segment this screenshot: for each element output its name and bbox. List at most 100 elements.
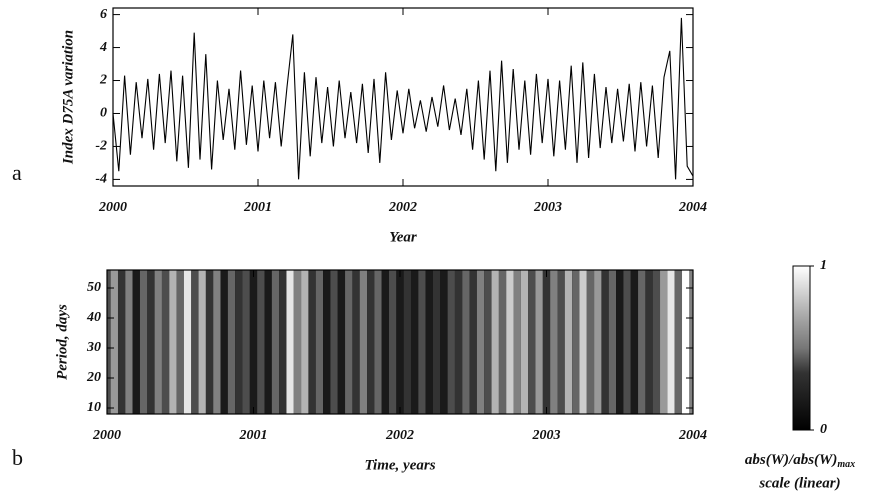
- heatmap-cell: [535, 270, 543, 414]
- y-tick-label: 50: [87, 280, 101, 295]
- heatmap-cell: [264, 270, 272, 414]
- x-tick-label: 2001: [239, 428, 268, 443]
- y-axis-label: Index D75A variation: [60, 30, 76, 165]
- heatmap-cell: [513, 270, 521, 414]
- heatmap-cell: [550, 270, 558, 414]
- y-tick-label: 20: [86, 370, 101, 385]
- heatmap-cell: [491, 270, 499, 414]
- heatmap-cell: [169, 270, 177, 414]
- colorbar-label-main: abs(W)/abs(W): [745, 452, 838, 468]
- x-tick-label: 2001: [243, 200, 272, 215]
- heatmap-cell: [403, 270, 411, 414]
- heatmap-cell: [286, 270, 294, 414]
- heatmap-cell: [139, 270, 148, 414]
- heatmap-cell: [557, 270, 565, 414]
- x-tick-label: 2002: [388, 200, 417, 215]
- heatmap-cell: [374, 270, 382, 414]
- colorbar-tick-label: 0: [820, 422, 827, 437]
- heatmap-cell: [242, 270, 250, 414]
- heatmap-cell: [528, 270, 536, 414]
- heatmap-cell: [132, 270, 140, 414]
- heatmap-cell: [616, 270, 624, 414]
- panel-label: b: [12, 445, 23, 470]
- heatmap-cell: [205, 270, 214, 414]
- heatmap-cell: [447, 270, 455, 414]
- heatmap-cell: [337, 270, 346, 414]
- y-tick-label: 4: [99, 40, 107, 55]
- heatmap-cell: [220, 270, 228, 414]
- heatmap-cell: [410, 270, 419, 414]
- heatmap-cell: [432, 270, 441, 414]
- heatmap-cell: [367, 270, 375, 414]
- x-tick-label: 2003: [533, 200, 562, 215]
- x-tick-label: 2000: [98, 200, 127, 215]
- heatmap-cell: [293, 270, 302, 414]
- heatmap-cell: [506, 270, 514, 414]
- y-tick-label: 30: [86, 340, 101, 355]
- heatmap-cell: [301, 270, 309, 414]
- heatmap-cell: [689, 270, 693, 414]
- heatmap-cell: [586, 270, 595, 414]
- heatmap-cell: [271, 270, 280, 414]
- y-tick-label: -2: [95, 139, 107, 154]
- heatmap-cell: [117, 270, 126, 414]
- heatmap-cell: [213, 270, 221, 414]
- heatmap-cell: [183, 270, 192, 414]
- heatmap-cell: [469, 270, 477, 414]
- heatmap-cell: [674, 270, 683, 414]
- y-tick-label: 10: [87, 400, 101, 415]
- y-tick-label: 40: [86, 310, 101, 325]
- heatmap-cell: [476, 270, 485, 414]
- heatmap-cell: [125, 270, 133, 414]
- data-line: [112, 17, 694, 180]
- heatmap-cell: [345, 270, 353, 414]
- heatmap-cell: [191, 270, 199, 414]
- heatmap-cell: [608, 270, 617, 414]
- heatmap-cell: [154, 270, 162, 414]
- colorbar-tick-label: 1: [820, 258, 827, 273]
- heatmap-cell: [462, 270, 470, 414]
- heatmap-cell: [352, 270, 360, 414]
- heatmap-cell: [308, 270, 316, 414]
- heatmap-cell: [249, 270, 258, 414]
- heatmap-cell: [235, 270, 243, 414]
- heatmap-cell: [198, 270, 206, 414]
- y-tick-label: 2: [99, 73, 107, 88]
- heatmap-cell: [594, 270, 602, 414]
- heatmap-cell: [107, 270, 111, 414]
- heatmap-cell: [682, 270, 690, 414]
- x-tick-label: 2002: [385, 428, 414, 443]
- heatmap-cell: [389, 270, 397, 414]
- heatmap-cell: [227, 270, 236, 414]
- heatmap-cell: [601, 270, 609, 414]
- heatmap-cell: [161, 270, 170, 414]
- heatmap-cell: [623, 270, 631, 414]
- heatmap-cell: [323, 270, 331, 414]
- y-tick-label: 6: [100, 7, 107, 22]
- x-tick-label: 2003: [532, 428, 561, 443]
- heatmap-cell: [579, 270, 587, 414]
- y-tick-label: -4: [95, 172, 107, 187]
- heatmap-cell: [418, 270, 426, 414]
- heatmap-cell: [110, 270, 118, 414]
- colorbar-label-2: scale (linear): [758, 475, 840, 491]
- panel-label: a: [12, 160, 22, 185]
- y-axis-label: Period, days: [54, 304, 70, 380]
- heatmap-cell: [381, 270, 390, 414]
- heatmap-cell: [440, 270, 448, 414]
- heatmap-cell: [279, 270, 287, 414]
- heatmap-cell: [359, 270, 368, 414]
- heatmap-cell: [520, 270, 529, 414]
- heatmap-cell: [652, 270, 661, 414]
- x-tick-label: 2004: [678, 428, 707, 443]
- heatmap-cell: [484, 270, 492, 414]
- heatmap-cell: [425, 270, 433, 414]
- colorbar-label: abs(W)/abs(W)max: [745, 452, 855, 470]
- heatmap-cell: [564, 270, 573, 414]
- heatmap-cell: [572, 270, 580, 414]
- heatmap-cell: [330, 270, 338, 414]
- heatmap-cell: [660, 270, 668, 414]
- heatmap-cell: [542, 270, 551, 414]
- colorbar: [792, 265, 811, 431]
